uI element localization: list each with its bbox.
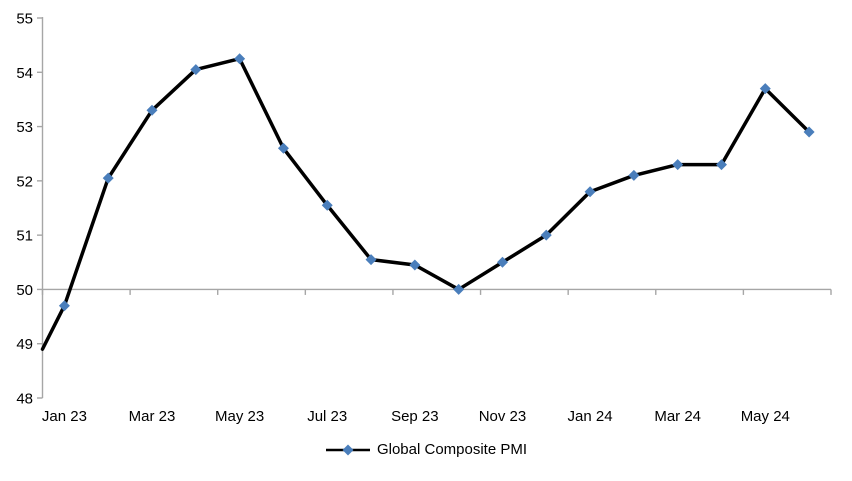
y-axis-tick-label: 50 — [16, 282, 33, 299]
data-point-marker — [759, 83, 771, 95]
x-axis-tick-label: Jul 23 — [307, 408, 347, 425]
y-axis-tick-label: 55 — [16, 11, 33, 28]
data-point-marker — [409, 259, 421, 271]
x-axis-tick-label: May 23 — [215, 408, 264, 425]
data-point-marker — [190, 64, 202, 76]
data-point-marker — [496, 256, 508, 268]
x-axis-tick-label: Jan 24 — [568, 408, 613, 425]
x-axis-tick-label: Jan 23 — [42, 408, 87, 425]
y-axis-tick-label: 51 — [16, 228, 33, 245]
x-axis-tick-label: May 24 — [741, 408, 790, 425]
x-axis-tick-label: Mar 23 — [129, 408, 176, 425]
data-point-marker — [540, 229, 552, 241]
x-axis-tick-label: Nov 23 — [479, 408, 527, 425]
y-axis-tick-label: 52 — [16, 173, 33, 190]
data-point-marker — [453, 283, 465, 295]
data-point-marker — [321, 199, 333, 211]
data-point-marker — [803, 126, 815, 138]
data-point-marker — [628, 169, 640, 181]
data-point-marker — [277, 142, 289, 154]
data-point-marker — [234, 53, 246, 65]
y-axis-tick-label: 49 — [16, 336, 33, 353]
data-point-marker — [102, 172, 114, 184]
y-axis-tick-label: 48 — [16, 391, 33, 408]
y-axis-tick-label: 54 — [16, 65, 33, 82]
data-point-marker — [715, 159, 727, 171]
pmi-data-line — [40, 56, 811, 351]
data-point-marker — [365, 254, 377, 266]
x-axis-tick-label: Mar 24 — [654, 408, 701, 425]
data-point-marker — [584, 186, 596, 198]
data-point-marker — [58, 300, 70, 312]
legend-marker-icon — [325, 444, 370, 455]
data-point-marker — [672, 159, 684, 171]
data-point-marker — [146, 104, 158, 116]
x-axis-tick-label: Sep 23 — [391, 408, 439, 425]
legend-label: Global Composite PMI — [376, 441, 528, 458]
chart-legend: Global Composite PMI — [0, 441, 852, 458]
y-axis-tick-label: 53 — [16, 119, 33, 136]
